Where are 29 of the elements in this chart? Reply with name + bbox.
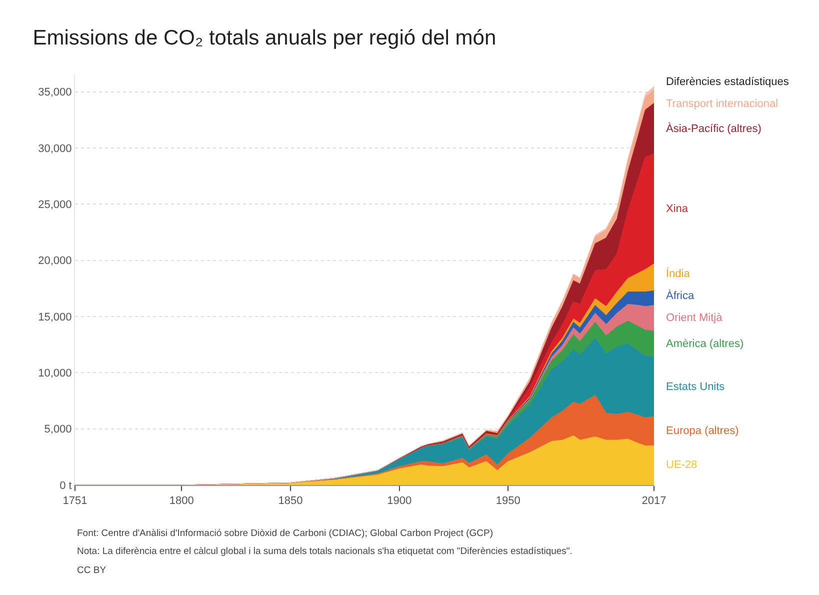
series-label: Diferències estadístiques — [666, 76, 790, 88]
y-tick-label: 20,000 — [38, 255, 72, 268]
series-label: Estats Units — [666, 381, 726, 393]
text: Font: Centre d'Anàlisi d'Informació sobre Diòxid de Carboni (CDIAC); Global Carbon Project (GCP) — [77, 528, 493, 539]
text: CC BY — [77, 565, 107, 576]
series-label: Europa (altres) — [666, 425, 739, 437]
series-label: Amèrica (altres) — [666, 338, 744, 350]
y-tick-label: 5,000 — [44, 424, 72, 436]
series-label: Transport internacional — [666, 98, 778, 110]
series-label: Xina — [666, 203, 689, 215]
y-tick-label: 30,000 — [38, 142, 72, 155]
chart-title: Emissions de CO₂ totals anuals per regió del món — [32, 26, 496, 50]
y-tick-label: 10,000 — [38, 368, 72, 380]
x-tick-label: 1950 — [496, 495, 520, 508]
y-tick-label: 25,000 — [38, 199, 72, 212]
series-label: Índia — [666, 267, 691, 280]
x-tick-label: 1900 — [387, 495, 412, 508]
y-tick-label: 15,000 — [38, 311, 72, 324]
x-tick-label: 1800 — [169, 495, 194, 508]
x-tick-label: 1751 — [62, 495, 88, 508]
series-label: Àfrica — [666, 289, 695, 302]
y-tick-label: 35,000 — [38, 86, 72, 99]
series-label: Àsia-Pacífic (altres) — [666, 122, 762, 135]
series-label: UE-28 — [666, 459, 698, 471]
x-tick-label: 1850 — [278, 495, 303, 508]
text: Nota: La diferència entre el càlcul global i la suma dels totals nacionals s'ha etiquetat com "Diferències estadístiques". — [77, 546, 572, 557]
series-label: Orient Mitjà — [666, 312, 724, 324]
y-tick-label: 0 t — [60, 480, 72, 492]
x-tick-label: 2017 — [642, 495, 666, 508]
